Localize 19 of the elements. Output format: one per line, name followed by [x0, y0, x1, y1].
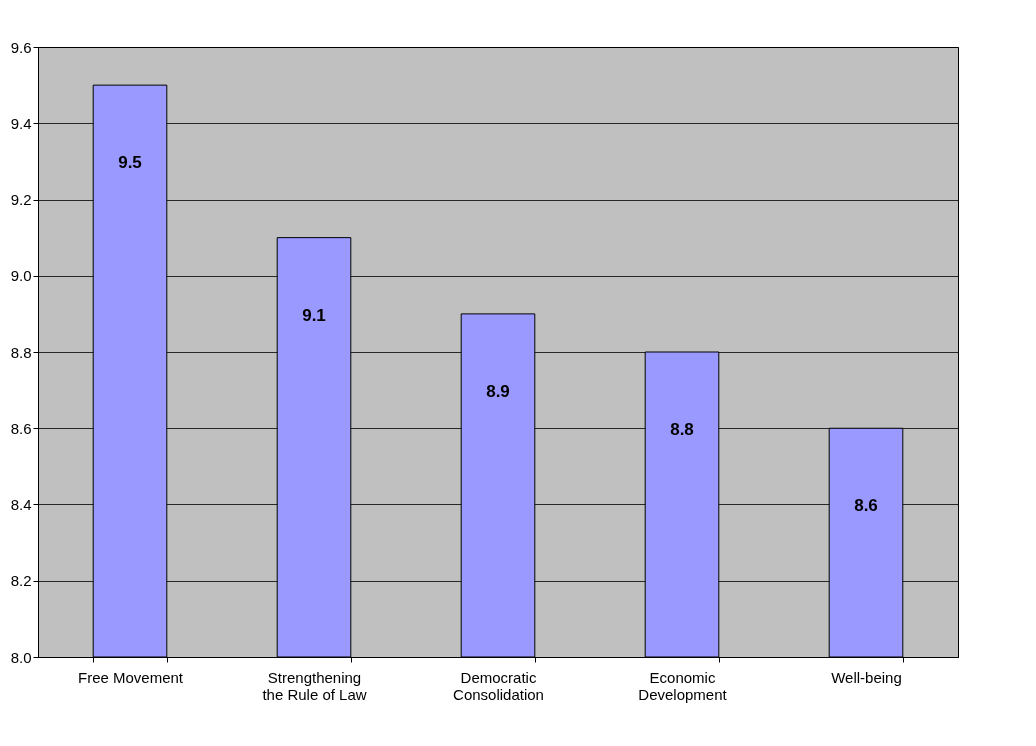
y-tick-label: 8.2	[10, 572, 32, 590]
y-tick-label: 8.0	[10, 648, 32, 666]
data-label: 8.6	[854, 496, 878, 516]
y-tick-label: 9.6	[10, 38, 32, 56]
x-tick-label: Democratic Consolidation	[453, 668, 544, 703]
y-tick-label: 8.4	[10, 496, 32, 513]
data-label: 8.9	[486, 381, 510, 401]
data-label: 9.5	[118, 153, 142, 173]
data-label: 8.8	[670, 420, 694, 439]
x-tick-label: Strengthening the Rule of Law	[262, 668, 367, 703]
y-tick-label: 8.6	[10, 419, 32, 437]
y-tick-label: 9.0	[10, 267, 32, 285]
y-tick-label: 9.2	[10, 191, 32, 208]
y-tick-label: 9.4	[10, 114, 32, 132]
y-tick-label: 8.8	[10, 343, 32, 361]
data-label: 9.1	[302, 305, 326, 325]
x-tick-label: Well-being	[831, 668, 902, 686]
x-tick-label: Economic Development	[638, 668, 728, 703]
x-tick-label: Free Movement	[77, 668, 184, 686]
